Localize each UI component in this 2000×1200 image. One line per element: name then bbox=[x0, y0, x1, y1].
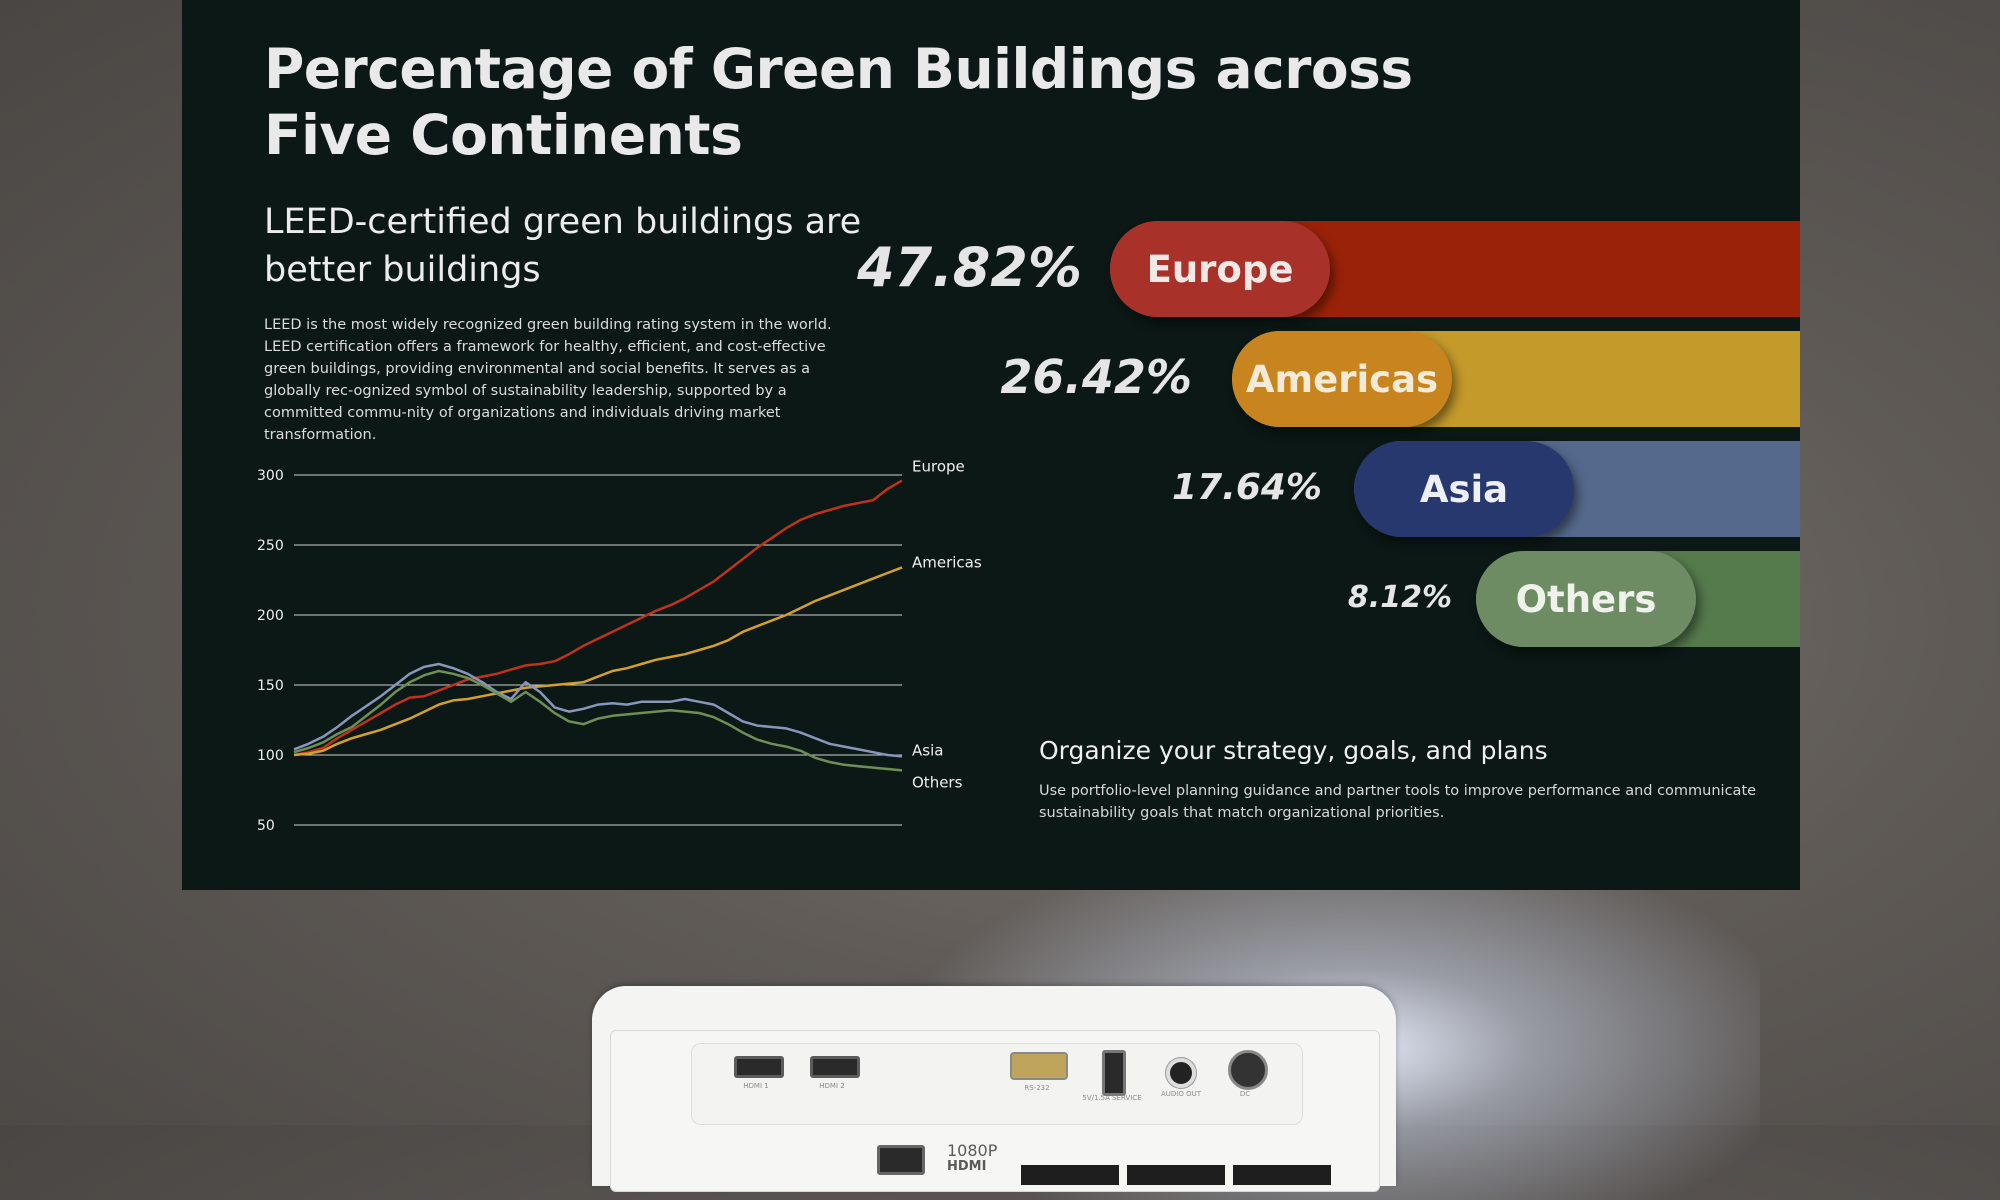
bar-percent-europe: 47.82% bbox=[857, 235, 1082, 299]
bar-label-americas: Americas bbox=[1232, 331, 1452, 427]
audio-out-port bbox=[1166, 1058, 1196, 1088]
series-label-europe: Europe bbox=[912, 458, 965, 476]
vent-slot bbox=[1127, 1165, 1225, 1185]
page-title: Percentage of Green Buildings across Fiv… bbox=[264, 37, 1413, 167]
bar-percent-americas: 26.42% bbox=[1000, 350, 1192, 405]
series-line-americas bbox=[293, 566, 903, 757]
port-label-usb: 5V/1.5A SERVICE bbox=[1082, 1094, 1142, 1102]
dc-power-port bbox=[1228, 1050, 1268, 1090]
y-tick-label: 50 bbox=[257, 818, 275, 834]
vent-slot bbox=[1021, 1165, 1119, 1185]
bar-label-others: Others bbox=[1476, 551, 1696, 647]
port-label-audio: AUDIO OUT bbox=[1160, 1090, 1201, 1098]
hdmi-port-2 bbox=[810, 1056, 860, 1078]
hdmi-port-3 bbox=[877, 1145, 925, 1175]
port-label-hdmi1: HDMI 1 bbox=[743, 1082, 769, 1090]
bar-percent-asia: 17.64% bbox=[1172, 466, 1322, 508]
series-label-americas: Americas bbox=[912, 553, 982, 571]
rear-io-panel: HDMI 1 HDMI 2 RS-232 5V/1.5A SERVICE AUD… bbox=[610, 1030, 1380, 1192]
hdmi-badge: HDMI bbox=[947, 1159, 987, 1174]
y-tick-label: 100 bbox=[257, 748, 284, 764]
series-label-asia: Asia bbox=[912, 741, 943, 759]
projector-device: HDMI 1 HDMI 2 RS-232 5V/1.5A SERVICE AUD… bbox=[592, 986, 1396, 1192]
series-line-asia bbox=[293, 662, 903, 758]
subtitle: LEED-certified green buildings are bette… bbox=[264, 202, 862, 290]
organize-heading: Organize your strategy, goals, and plans bbox=[1039, 736, 1548, 765]
resolution-badge: 1080P bbox=[947, 1141, 998, 1160]
y-tick-label: 150 bbox=[257, 678, 284, 694]
series-line-others bbox=[293, 669, 903, 772]
vent-slot bbox=[1233, 1165, 1331, 1185]
projected-screen: Percentage of Green Buildings across Fiv… bbox=[182, 0, 1800, 890]
description-text: LEED is the most widely recognized green… bbox=[264, 317, 832, 443]
series-line-europe bbox=[293, 479, 903, 757]
bar-label-asia: Asia bbox=[1354, 441, 1574, 537]
port-label-hdmi2: HDMI 2 bbox=[819, 1082, 845, 1090]
rs232-port bbox=[1010, 1052, 1068, 1080]
bar-label-europe: Europe bbox=[1110, 221, 1330, 317]
line-chart: 300 250 200 150 100 50 Europe Americas Asia Other… bbox=[257, 458, 982, 834]
port-label-dc: DC bbox=[1239, 1090, 1251, 1098]
organize-text: Use portfolio-level planning guidance an… bbox=[1039, 783, 1757, 821]
percentage-bars: Europe 47.82% Americas 26.42% Asia 17.64% Othe… bbox=[182, 0, 1800, 700]
series-label-others: Others bbox=[912, 773, 963, 791]
port-panel: HDMI 1 HDMI 2 RS-232 5V/1.5A SERVICE AUD… bbox=[691, 1043, 1303, 1125]
hdmi-port-1 bbox=[734, 1056, 784, 1078]
bar-percent-others: 8.12% bbox=[1347, 580, 1452, 616]
y-tick-label: 300 bbox=[257, 468, 284, 484]
port-label-rs232: RS-232 bbox=[1024, 1084, 1050, 1092]
usb-port bbox=[1102, 1050, 1126, 1096]
y-tick-label: 200 bbox=[257, 608, 284, 624]
y-tick-label: 250 bbox=[257, 538, 284, 554]
